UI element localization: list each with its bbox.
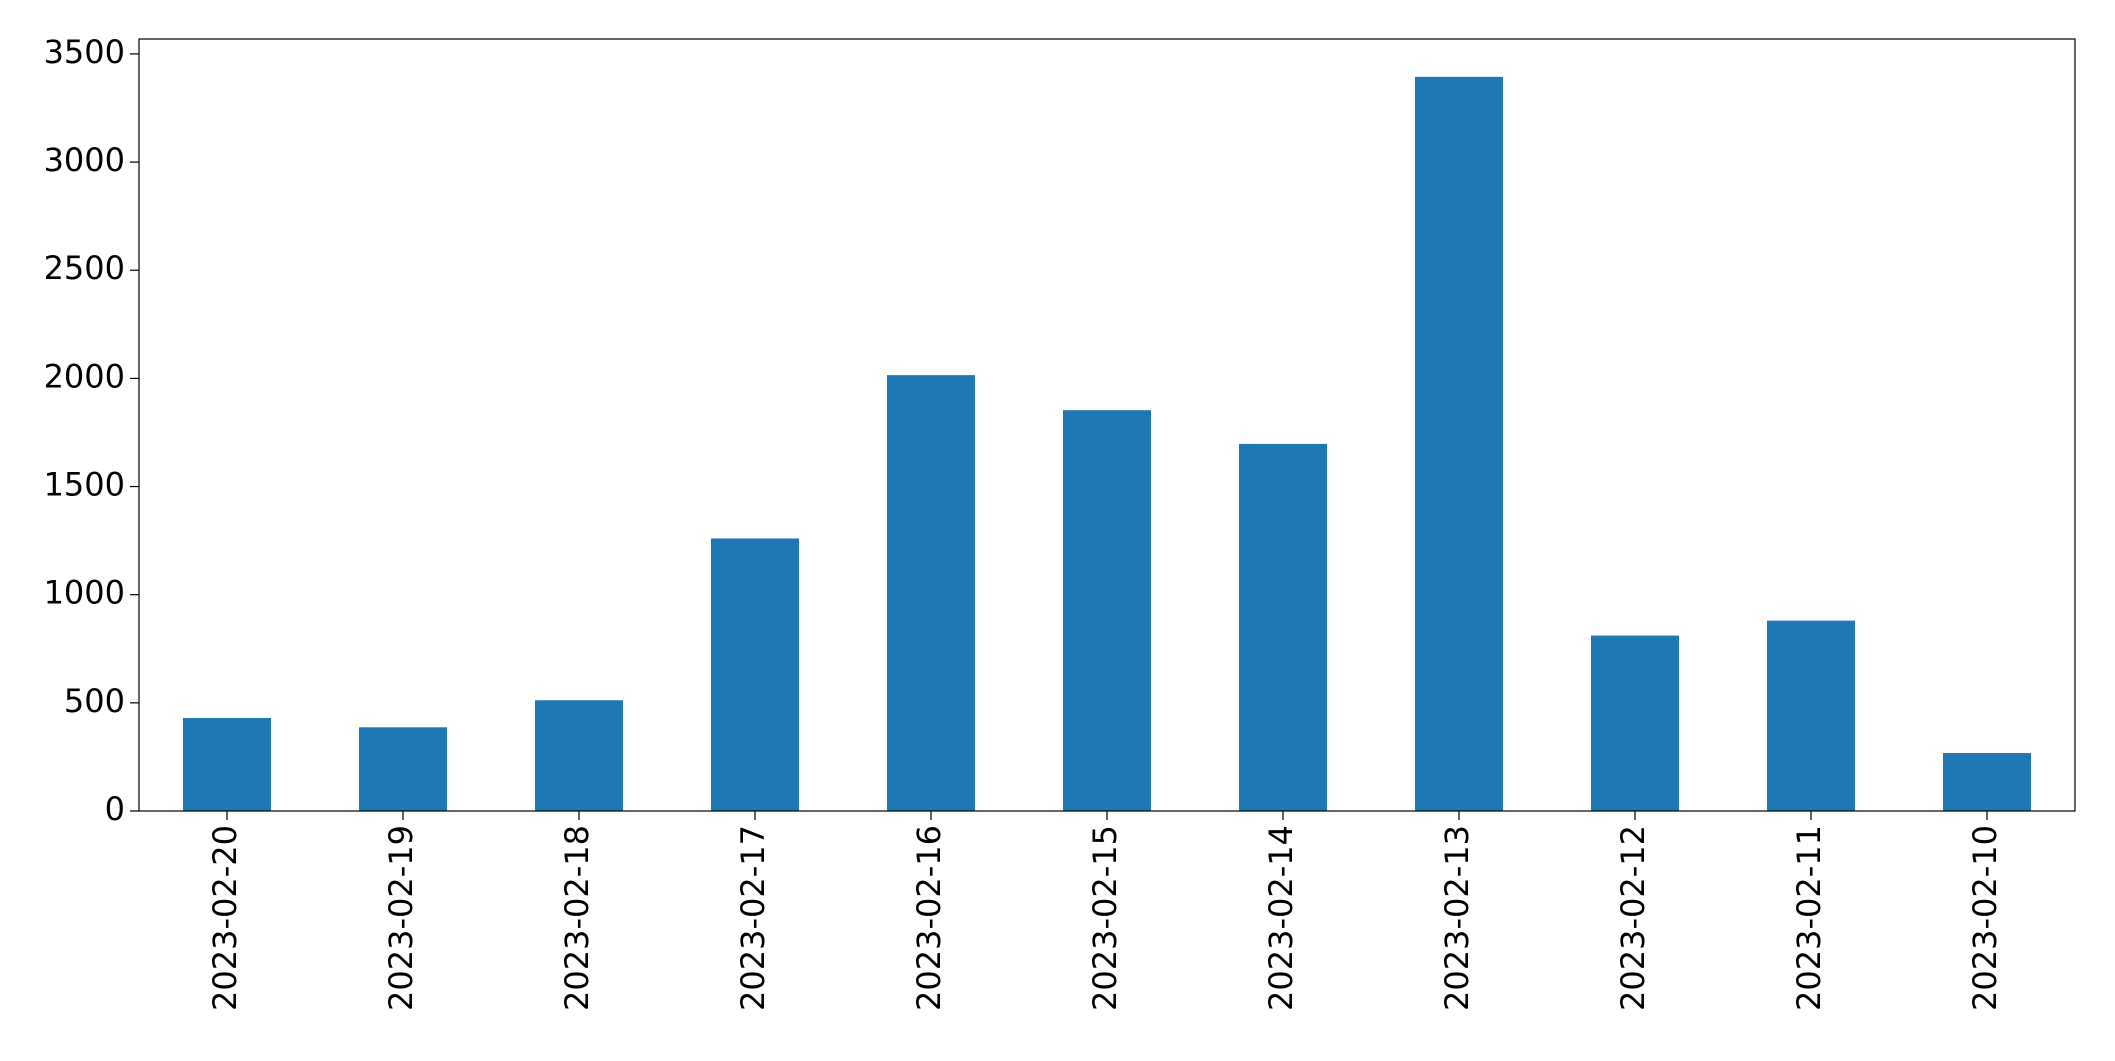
x-tick-label: 2023-02-17 bbox=[734, 825, 772, 1011]
bar bbox=[535, 700, 623, 811]
x-tick-label: 2023-02-10 bbox=[1966, 825, 2004, 1011]
y-tick-label: 500 bbox=[64, 682, 125, 720]
y-tick-label: 2000 bbox=[44, 357, 125, 395]
bar bbox=[1415, 76, 1503, 811]
bar bbox=[711, 538, 799, 811]
bar bbox=[887, 375, 975, 811]
y-tick-label: 2500 bbox=[44, 249, 125, 287]
bar bbox=[1591, 635, 1679, 811]
x-tick-label: 2023-02-20 bbox=[206, 825, 244, 1011]
bar bbox=[183, 717, 271, 811]
bar bbox=[1063, 410, 1151, 811]
x-tick-label: 2023-02-12 bbox=[1614, 825, 1652, 1011]
x-tick-label: 2023-02-19 bbox=[382, 825, 420, 1011]
y-tick-label: 3500 bbox=[44, 33, 125, 71]
y-tick-label: 3000 bbox=[44, 141, 125, 179]
x-tick-label: 2023-02-15 bbox=[1086, 825, 1124, 1011]
bar bbox=[1767, 620, 1855, 811]
x-tick-label: 2023-02-13 bbox=[1438, 825, 1476, 1011]
x-tick-label: 2023-02-11 bbox=[1790, 825, 1828, 1011]
bar bbox=[359, 727, 447, 811]
y-tick-label: 1000 bbox=[44, 574, 125, 612]
x-tick-label: 2023-02-16 bbox=[910, 825, 948, 1011]
plot-frame bbox=[138, 38, 2076, 812]
y-tick-label: 1500 bbox=[44, 466, 125, 504]
x-tick-label: 2023-02-18 bbox=[558, 825, 596, 1011]
y-tick-label: 0 bbox=[105, 790, 125, 828]
bar bbox=[1943, 753, 2031, 811]
bar bbox=[1239, 443, 1327, 811]
x-tick-label: 2023-02-14 bbox=[1262, 825, 1300, 1011]
